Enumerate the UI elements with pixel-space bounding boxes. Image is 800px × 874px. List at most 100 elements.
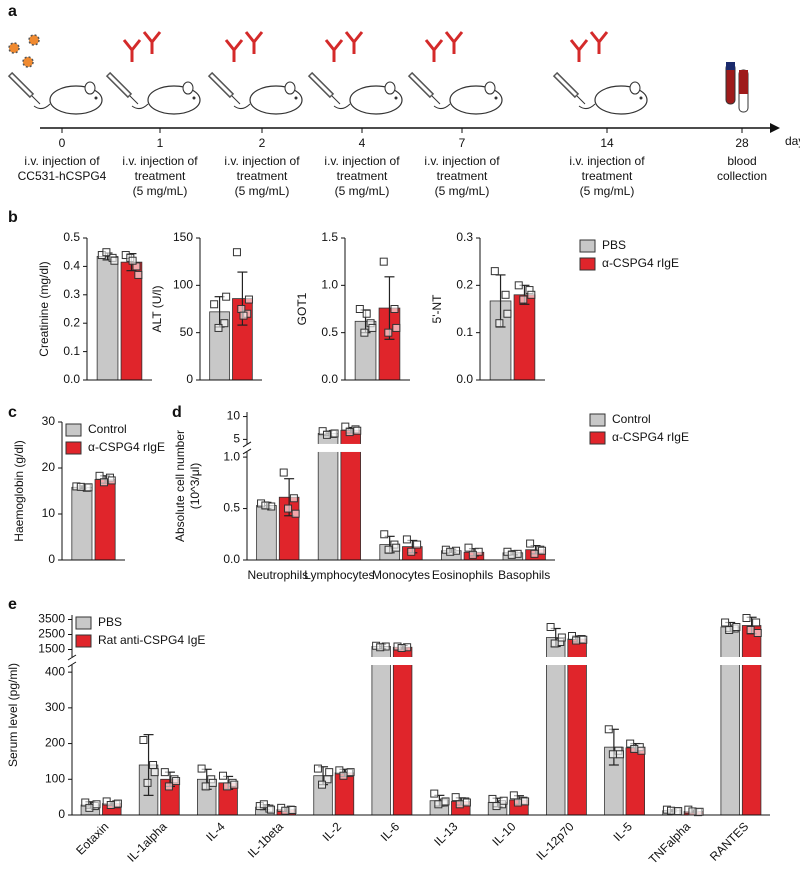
data-point — [462, 798, 471, 807]
y-tick-label: 0.5 — [63, 230, 80, 244]
day-label: 1 — [157, 136, 164, 150]
data-point — [546, 623, 555, 631]
tumor-cell — [8, 42, 20, 54]
legend-label: PBS — [98, 615, 122, 629]
data-point — [402, 535, 411, 544]
y-axis-label: 5'-NT — [430, 294, 444, 324]
syringe-inner — [209, 73, 233, 97]
bar — [94, 479, 116, 561]
x-tick-label: Neutrophils — [247, 568, 308, 582]
timeline-unit: days — [785, 134, 800, 148]
x-tick-label: Lymphocytes — [304, 568, 374, 582]
data-point — [746, 626, 755, 634]
data-point — [201, 782, 210, 791]
data-point — [330, 429, 339, 438]
panel-label: e — [8, 596, 17, 613]
syringe-needle — [31, 95, 41, 105]
y-tick-label: 50 — [180, 325, 194, 339]
y-tick-label: 1.0 — [321, 278, 338, 292]
data-point — [134, 270, 143, 279]
event-label: treatment — [437, 169, 488, 183]
data-point — [259, 800, 268, 809]
antibody — [324, 39, 344, 62]
legend-swatch — [75, 634, 92, 648]
data-point — [84, 483, 93, 492]
mouse-ear — [629, 81, 641, 95]
data-point — [527, 290, 536, 299]
event-label: treatment — [135, 169, 186, 183]
event-label: (5 mg/mL) — [580, 184, 635, 198]
axis-break — [242, 441, 252, 448]
data-point — [507, 550, 516, 559]
legend-label: Control — [612, 412, 651, 426]
data-point — [667, 806, 676, 815]
syringe-inner — [9, 73, 33, 97]
y-axis-label: ALT (U/l) — [150, 286, 164, 333]
data-point — [379, 257, 388, 266]
bar — [71, 486, 93, 561]
event-label: i.v. injection of — [324, 154, 400, 168]
data-point — [413, 540, 422, 549]
data-point — [223, 782, 232, 791]
event-label: (5 mg/mL) — [235, 184, 290, 198]
data-point — [495, 319, 504, 328]
mouse-eye — [639, 96, 643, 100]
day-label: 0 — [59, 136, 66, 150]
data-point — [239, 311, 248, 320]
y-tick-label: 0.2 — [63, 315, 80, 329]
data-point — [397, 644, 406, 652]
data-point — [149, 761, 158, 769]
bar — [120, 261, 143, 381]
data-point — [360, 328, 369, 337]
y-tick-label: 30 — [42, 414, 56, 428]
event-label: i.v. injection of — [224, 154, 300, 168]
y-tick-label: 1.5 — [321, 230, 338, 244]
y-axis-label: GOT1 — [295, 292, 309, 325]
data-point — [220, 319, 229, 328]
data-point — [688, 807, 697, 816]
bar — [256, 505, 277, 561]
data-point — [353, 426, 362, 435]
data-point — [384, 545, 393, 554]
bar — [741, 625, 762, 816]
data-point — [346, 768, 355, 777]
event-label: (5 mg/mL) — [133, 184, 188, 198]
mouse-eye — [494, 96, 498, 100]
y-tick-label: 0.3 — [63, 287, 80, 301]
data-point — [160, 768, 169, 777]
axis-break — [242, 448, 252, 455]
data-point — [441, 797, 450, 806]
legend-label: α-CSPG4 rIgE — [602, 256, 679, 270]
event-label: collection — [717, 169, 767, 183]
legend-swatch — [75, 616, 92, 630]
day-label: 2 — [259, 136, 266, 150]
antibody — [122, 39, 142, 62]
mouse-tail — [233, 103, 251, 110]
mouse-ear — [284, 81, 296, 95]
antibody — [569, 39, 589, 62]
tube-cap — [726, 62, 735, 70]
data-point — [237, 305, 246, 313]
syringe-inner — [107, 73, 131, 97]
mouse-tail — [578, 103, 596, 110]
data-point — [230, 780, 239, 789]
mouse-injection — [552, 31, 648, 115]
y-tick-label: 0 — [186, 372, 193, 386]
data-point — [579, 635, 588, 644]
y-tick-label: 0.5 — [321, 325, 338, 339]
event-label: (5 mg/mL) — [435, 184, 490, 198]
legend-swatch — [65, 441, 82, 455]
data-point — [674, 807, 683, 816]
data-point — [284, 504, 293, 513]
bar — [392, 646, 413, 816]
day-label: 28 — [735, 136, 749, 150]
data-point — [430, 789, 439, 798]
data-point — [732, 623, 741, 631]
tumor-cell — [22, 56, 34, 68]
data-point — [92, 800, 101, 809]
y-tick-label: 10 — [42, 506, 56, 520]
data-point — [208, 778, 217, 787]
data-point — [85, 803, 94, 812]
y-tick-label: 10 — [227, 409, 241, 423]
data-point — [197, 764, 206, 773]
